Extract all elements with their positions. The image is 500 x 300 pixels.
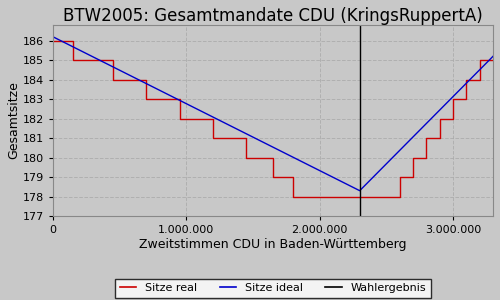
Legend: Sitze real, Sitze ideal, Wahlergebnis: Sitze real, Sitze ideal, Wahlergebnis [115,279,431,298]
Sitze real [144,97,150,101]
Sitze real [384,195,390,198]
Sitze real [424,156,430,159]
Sitze real [270,175,276,179]
Line: Sitze ideal: Sitze ideal [53,37,493,191]
Sitze real [436,117,442,120]
Sitze real [424,136,430,140]
Sitze real [144,78,150,82]
Sitze real [464,78,469,82]
Sitze real [110,78,116,82]
Sitze real [144,97,150,101]
Sitze real [410,156,416,159]
Sitze real [410,156,416,159]
Sitze real [70,39,76,43]
Sitze real [244,136,250,140]
Sitze real [70,58,76,62]
Sitze real [210,136,216,140]
Sitze real [436,136,442,140]
Sitze real [396,175,402,179]
Sitze real [110,58,116,62]
Sitze real [450,117,456,120]
Sitze real [270,175,276,179]
Line: Sitze real: Sitze real [53,41,493,197]
Sitze real [384,195,390,198]
Sitze real [176,117,182,120]
Y-axis label: Gesamtsitze: Gesamtsitze [7,82,20,160]
Sitze real [424,136,430,140]
Sitze real [464,78,469,82]
Sitze real [210,117,216,120]
Sitze real [70,58,76,62]
Sitze real [476,58,482,62]
Sitze ideal [50,35,56,39]
Sitze real [110,78,116,82]
Sitze real [396,195,402,198]
Sitze real [396,175,402,179]
Sitze real [290,195,296,198]
Sitze real [244,156,250,159]
Sitze real [410,175,416,179]
Sitze real [476,58,482,62]
Sitze real [290,195,296,198]
Sitze real [490,58,496,62]
Sitze real [290,175,296,179]
Sitze real [50,39,56,43]
Sitze real [244,156,250,159]
Sitze real [270,156,276,159]
Sitze ideal [356,189,362,193]
Sitze ideal [490,55,496,58]
Sitze real [450,97,456,101]
Title: BTW2005: Gesamtmandate CDU (KringsRuppertA): BTW2005: Gesamtmandate CDU (KringsRupper… [63,7,483,25]
Sitze real [210,136,216,140]
Sitze real [176,117,182,120]
Sitze real [436,117,442,120]
Sitze real [176,97,182,101]
X-axis label: Zweitstimmen CDU in Baden-Württemberg: Zweitstimmen CDU in Baden-Württemberg [140,238,407,251]
Sitze real [464,97,469,101]
Sitze real [476,78,482,82]
Sitze real [450,97,456,101]
